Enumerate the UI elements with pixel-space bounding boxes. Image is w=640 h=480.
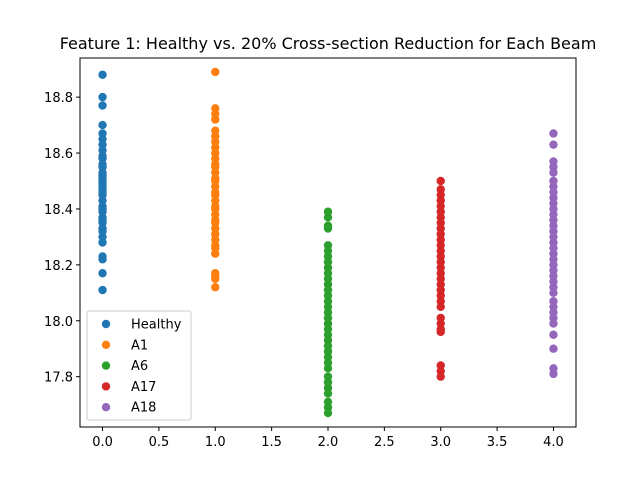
y-tick-label: 18.4 <box>44 203 73 218</box>
x-tick-label: 0.5 <box>149 435 170 450</box>
data-point <box>436 327 445 337</box>
data-point <box>549 344 558 353</box>
data-point <box>436 176 445 186</box>
legend: Healthy A1 A6 A17 A18 <box>86 310 192 421</box>
x-tick-label: 0.0 <box>92 435 113 450</box>
x-axis: 0.0 0.5 1.0 1.5 2.0 2.5 3.0 3.5 4.0 <box>92 427 564 450</box>
x-tick-label: 3.5 <box>487 435 508 450</box>
data-point <box>549 140 558 149</box>
x-tick-label: 2.0 <box>318 435 339 450</box>
data-point <box>549 129 558 138</box>
data-point <box>98 120 107 130</box>
data-point <box>323 213 333 222</box>
legend-marker <box>101 340 111 349</box>
legend-label: A6 <box>131 359 148 374</box>
data-point <box>549 330 558 339</box>
data-point <box>436 302 445 311</box>
data-point <box>211 249 220 258</box>
legend-label: Healthy <box>131 318 182 333</box>
data-point <box>549 288 558 298</box>
data-point <box>211 67 220 77</box>
data-point <box>98 92 107 102</box>
y-tick-label: 17.8 <box>44 371 73 386</box>
x-tick-label: 1.0 <box>205 435 226 450</box>
data-point <box>323 408 333 418</box>
y-tick-label: 18.2 <box>44 259 73 274</box>
legend-label: A1 <box>131 338 148 353</box>
x-tick-label: 4.0 <box>543 435 564 450</box>
data-point <box>549 168 558 177</box>
legend-label: A18 <box>131 401 156 416</box>
data-point <box>549 319 558 328</box>
legend-marker <box>101 382 111 391</box>
legend-marker <box>101 403 111 412</box>
data-point <box>323 224 333 233</box>
y-tick-label: 18.8 <box>44 91 73 106</box>
legend-label: A17 <box>131 380 156 395</box>
y-tick-label: 18.6 <box>44 147 73 162</box>
legend-box <box>86 310 192 421</box>
x-tick-label: 2.5 <box>374 435 395 450</box>
data-point <box>211 115 220 124</box>
y-axis: 17.8 18.0 18.2 18.4 18.6 18.8 <box>44 91 80 386</box>
data-point <box>98 255 107 264</box>
data-point <box>98 269 107 278</box>
legend-marker <box>101 361 111 370</box>
data-point <box>98 285 107 295</box>
data-point <box>211 283 220 292</box>
y-tick-label: 18.0 <box>44 315 73 330</box>
chart-title: Feature 1: Healthy vs. 20% Cross-section… <box>60 34 597 53</box>
legend-marker <box>101 319 111 329</box>
data-point <box>436 372 445 381</box>
data-point <box>98 70 107 79</box>
x-tick-label: 3.0 <box>430 435 451 450</box>
data-point <box>98 238 107 247</box>
data-point <box>549 369 558 379</box>
data-point <box>98 101 107 110</box>
data-point <box>323 364 333 373</box>
data-point <box>211 274 220 284</box>
data-point <box>323 389 333 398</box>
points-layer <box>98 67 558 418</box>
x-tick-label: 1.5 <box>261 435 282 450</box>
